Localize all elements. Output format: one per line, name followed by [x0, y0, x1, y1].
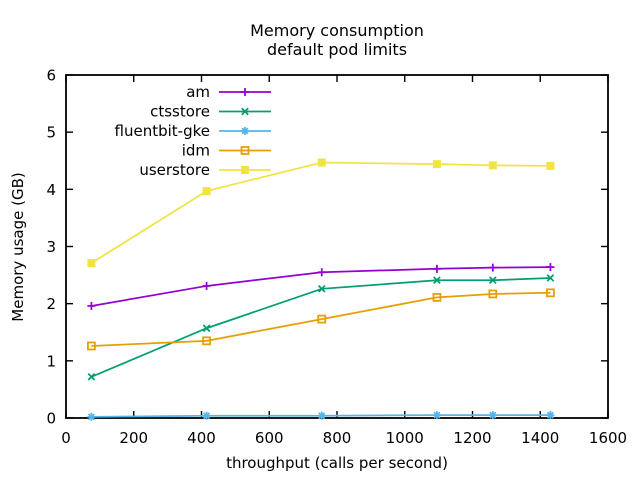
- marker-asterisk: [433, 411, 441, 419]
- series-ctsstore: [87, 274, 555, 381]
- x-tick-label: 1600: [589, 429, 627, 447]
- x-tick-label: 400: [187, 429, 216, 447]
- marker-open-square: [317, 314, 327, 324]
- series-userstore: [87, 158, 555, 268]
- marker-asterisk: [87, 413, 95, 421]
- y-tick-label: 5: [46, 124, 56, 142]
- data-series: [87, 158, 555, 421]
- x-axis-label: throughput (calls per second): [226, 454, 448, 472]
- legend-label: idm: [182, 142, 210, 160]
- marker-open-square: [240, 146, 250, 155]
- marker-asterisk: [241, 127, 249, 135]
- marker-filled-square: [488, 161, 497, 170]
- marker-asterisk: [546, 411, 554, 419]
- legend-item-fluentbit-gke: fluentbit-gke: [115, 122, 271, 140]
- marker-cross: [546, 274, 555, 282]
- y-tick-label: 6: [46, 67, 56, 85]
- marker-filled-square: [432, 160, 441, 169]
- legend-item-idm: idm: [182, 142, 271, 160]
- legend-item-ctsstore: ctsstore: [150, 103, 271, 121]
- marker-open-square: [202, 336, 211, 346]
- x-tick-label: 800: [323, 429, 352, 447]
- marker-open-square: [488, 289, 498, 299]
- marker-open-square: [87, 341, 96, 351]
- y-tick-label: 3: [46, 238, 56, 256]
- marker-cross: [87, 373, 96, 381]
- chart-subtitle: default pod limits: [267, 40, 407, 59]
- marker-cross: [202, 324, 211, 333]
- marker-filled-square: [202, 187, 211, 196]
- marker-asterisk: [203, 412, 211, 420]
- series-idm: [87, 288, 555, 351]
- chart-title: Memory consumption: [250, 21, 424, 40]
- axes: 0 200 400 600 800 1000 1200 1400 1600 0 1 2 3 4 5 6: [46, 67, 627, 448]
- legend-label: userstore: [139, 161, 210, 179]
- x-tick-label: 1000: [386, 429, 424, 447]
- legend-item-am: am: [186, 83, 271, 101]
- series-fluentbit-gke: [87, 411, 555, 421]
- legend-item-userstore: userstore: [139, 161, 271, 179]
- marker-cross: [489, 276, 497, 285]
- series-line: [91, 266, 551, 307]
- marker-open-square: [432, 293, 442, 302]
- series-line: [91, 291, 551, 347]
- y-axis-label: Memory usage (GB): [9, 172, 27, 321]
- y-tick-label: 1: [46, 352, 56, 370]
- y-tick-label: 0: [46, 410, 56, 428]
- series-line: [90, 161, 551, 264]
- marker-cross: [433, 276, 441, 285]
- series-am: [87, 263, 555, 310]
- marker-filled-square: [546, 161, 555, 170]
- x-tick-label: 1200: [453, 429, 491, 447]
- legend-label: fluentbit-gke: [115, 122, 210, 140]
- marker-cross: [241, 107, 249, 116]
- marker-open-square: [546, 288, 555, 298]
- x-tick-label: 200: [119, 429, 148, 447]
- legend-label: am: [186, 83, 210, 101]
- marker-asterisk: [489, 411, 497, 419]
- y-tick-label: 4: [46, 181, 56, 199]
- legend-label: ctsstore: [150, 103, 210, 121]
- marker-asterisk: [318, 412, 326, 420]
- marker-filled-square: [87, 259, 96, 268]
- marker-cross: [317, 284, 326, 293]
- y-tick-label: 2: [46, 295, 56, 313]
- x-tick-label: 1400: [521, 429, 559, 447]
- x-tick-label: 0: [61, 429, 71, 447]
- marker-filled-square: [317, 158, 326, 167]
- x-tick-label: 600: [255, 429, 284, 447]
- series-line: [91, 414, 551, 418]
- series-line: [91, 277, 551, 378]
- marker-filled-square: [241, 166, 249, 174]
